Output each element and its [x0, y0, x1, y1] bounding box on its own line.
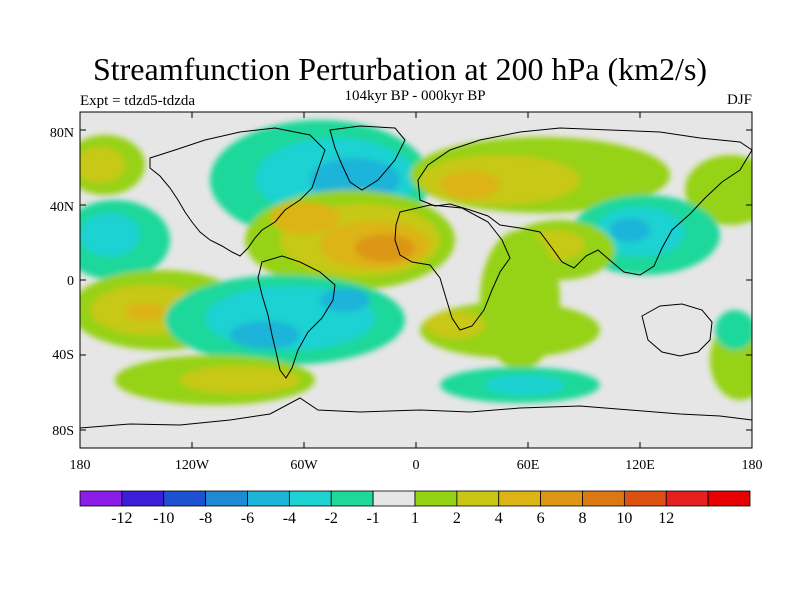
colorbar-label: 2	[453, 510, 461, 527]
field-contour	[485, 375, 565, 395]
coastlines	[80, 125, 752, 429]
coastline-eurasia	[417, 127, 752, 276]
field-contour	[270, 202, 340, 234]
lon-label: 60E	[517, 458, 540, 473]
colorbar-label: -2	[325, 510, 338, 527]
field-contour	[425, 311, 485, 339]
coastline-australia	[641, 303, 713, 357]
lon-label: 60W	[290, 458, 318, 473]
plot-subtitle: 104kyr BP - 000kyr BP	[344, 88, 486, 104]
field-contour	[320, 288, 370, 312]
coastline-north-america	[149, 127, 326, 257]
lon-label: 180	[742, 458, 763, 473]
colorbar: -12 -10 -8 -6 -4 -2 -1 1 2 4 6 8 10 12	[79, 490, 751, 527]
colorbar-box	[79, 490, 123, 507]
field-contour	[180, 366, 300, 394]
colorbar-box	[121, 490, 165, 507]
coastline-antarctica	[80, 397, 752, 429]
colorbar-box	[372, 490, 416, 507]
field-contour	[125, 303, 165, 321]
plot-title: Streamfunction Perturbation at 200 hPa (…	[92, 51, 708, 87]
colorbar-label: 12	[658, 510, 674, 527]
colorbar-box	[540, 490, 583, 507]
lon-label: 180	[70, 458, 91, 473]
colorbar-box	[456, 490, 500, 507]
colorbar-label: 8	[579, 510, 587, 527]
lon-label: 120W	[175, 458, 210, 473]
colorbar-label: 4	[495, 510, 503, 527]
colorbar-labels: -12 -10 -8 -6 -4 -2 -1 1 2 4 6 8 10 12	[111, 510, 674, 527]
colorbar-box	[288, 490, 332, 507]
axis-ticks	[79, 112, 753, 448]
colorbar-box	[665, 490, 709, 507]
streamfunction-field	[80, 112, 752, 448]
field-contour	[80, 147, 125, 183]
colorbar-box	[247, 490, 290, 507]
colorbar-box	[707, 490, 751, 507]
lat-label: 0	[67, 274, 74, 289]
colorbar-box	[498, 490, 542, 507]
field-contour	[715, 310, 752, 350]
colorbar-label: -1	[366, 510, 379, 527]
field-contour	[230, 321, 300, 349]
colorbar-label: -4	[283, 510, 296, 527]
colorbar-box	[205, 490, 248, 507]
colorbar-label: -8	[199, 510, 212, 527]
field-contour	[355, 234, 415, 262]
colorbar-label: 10	[616, 510, 632, 527]
coastline-africa	[394, 204, 511, 331]
season-label: DJF	[726, 92, 752, 108]
coastline-greenland	[329, 125, 406, 191]
colorbar-box	[582, 490, 625, 507]
colorbar-boxes	[79, 490, 751, 507]
lon-label: 120E	[625, 458, 655, 473]
field-contour	[685, 155, 752, 225]
experiment-label: Expt = tdzd5-tdzda	[80, 93, 196, 109]
colorbar-box	[163, 490, 207, 507]
lon-label: 0	[413, 458, 420, 473]
colorbar-label: -12	[111, 510, 132, 527]
colorbar-label: 6	[537, 510, 545, 527]
colorbar-label: 1	[411, 510, 419, 527]
field-contour	[440, 171, 500, 199]
colorbar-box	[623, 490, 667, 507]
field-contour	[80, 213, 140, 257]
field-contour	[610, 218, 650, 242]
colorbar-label: -10	[153, 510, 174, 527]
lat-label: 40S	[52, 348, 74, 363]
colorbar-box	[414, 490, 458, 507]
colorbar-label: -6	[241, 510, 254, 527]
lat-labels: 80N 40N 0 40S 80S	[50, 126, 74, 439]
lon-labels: 180 120W 60W 0 60E 120E 180	[70, 458, 763, 473]
lat-label: 40N	[50, 200, 74, 215]
colorbar-box	[330, 490, 374, 507]
coastline-south-america	[257, 255, 336, 379]
lat-label: 80S	[52, 424, 74, 439]
lat-label: 80N	[50, 126, 74, 141]
